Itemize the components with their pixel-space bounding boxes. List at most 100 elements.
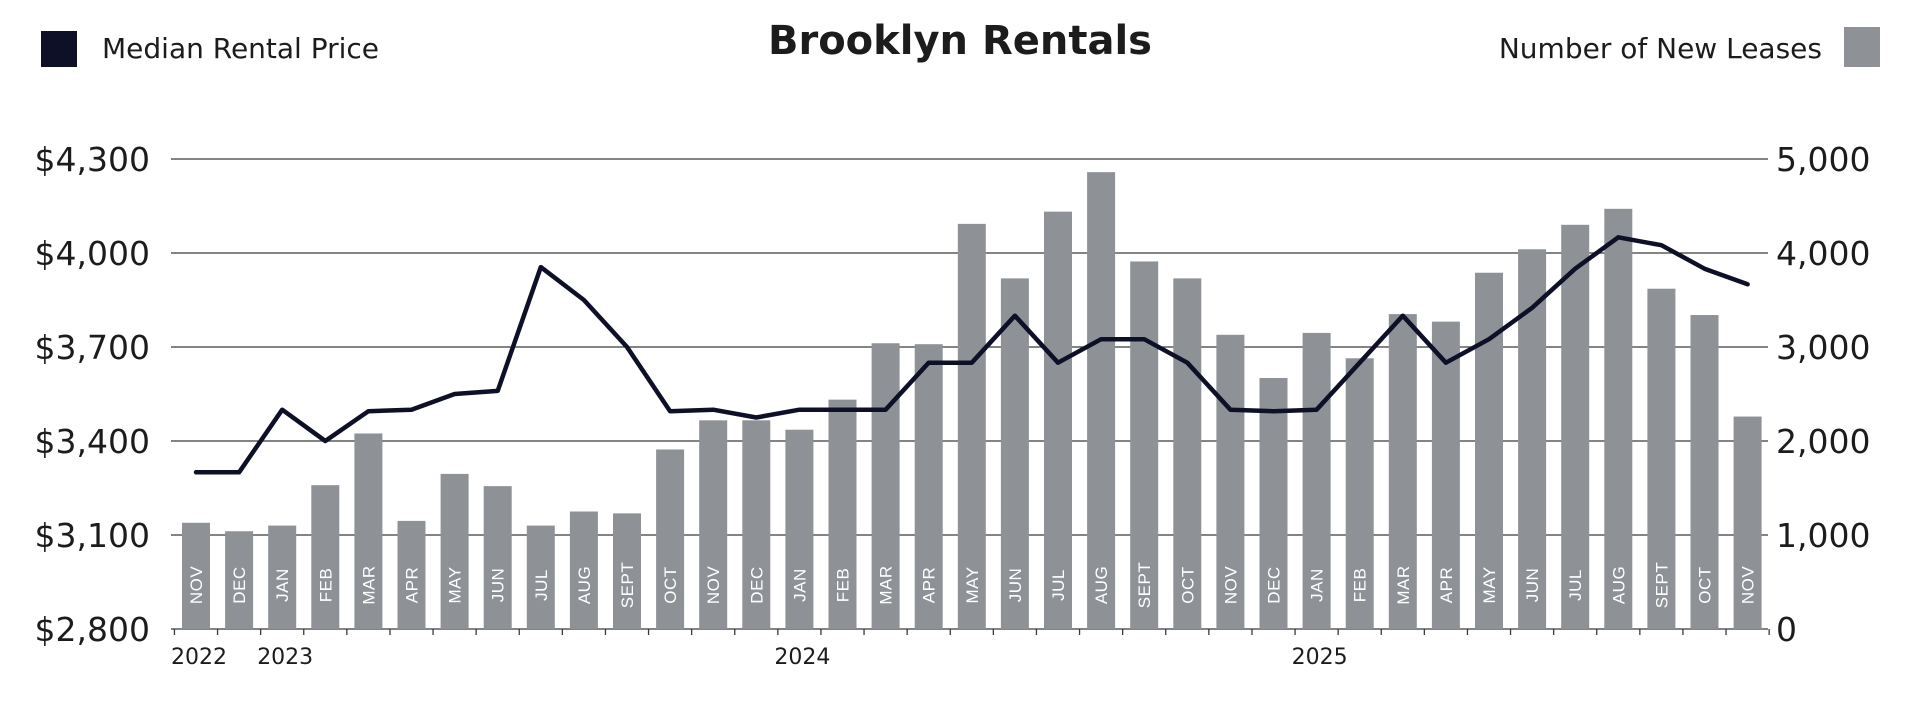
month-label: JUN bbox=[489, 568, 508, 603]
median-price-point bbox=[885, 409, 887, 411]
lease-bar bbox=[613, 513, 641, 629]
median-price-point bbox=[1574, 268, 1576, 270]
month-label: MAY bbox=[1480, 566, 1499, 603]
month-label: MAY bbox=[446, 566, 465, 603]
month-label: OCT bbox=[1696, 566, 1715, 603]
lease-bar bbox=[483, 486, 512, 629]
median-price-point bbox=[497, 390, 499, 392]
lease-bar bbox=[1130, 261, 1159, 629]
median-price-point bbox=[1057, 362, 1059, 364]
month-label: NOV bbox=[187, 566, 206, 605]
median-price-point bbox=[367, 410, 369, 412]
month-label: MAR bbox=[877, 565, 896, 604]
month-label: MAY bbox=[963, 566, 982, 603]
median-price-point bbox=[454, 393, 456, 395]
y-right-tick-label: 2,000 bbox=[1776, 422, 1870, 461]
month-label: OCT bbox=[661, 566, 680, 603]
month-label: FEB bbox=[834, 568, 853, 603]
median-price-point bbox=[1660, 244, 1662, 246]
median-price-point bbox=[842, 409, 843, 411]
legend-line-swatch bbox=[41, 31, 77, 67]
median-price-point bbox=[1229, 409, 1231, 411]
y-left-tick-label: $3,400 bbox=[35, 422, 150, 461]
y-right-tick-label: 5,000 bbox=[1776, 140, 1870, 179]
month-label: OCT bbox=[1178, 566, 1197, 603]
line-layer bbox=[193, 235, 1750, 475]
median-price-point bbox=[1014, 315, 1016, 317]
lease-bar bbox=[1173, 278, 1202, 629]
median-price-point bbox=[324, 440, 326, 442]
y-right-tick-label: 1,000 bbox=[1776, 516, 1870, 555]
lease-bar bbox=[268, 525, 297, 629]
median-price-point bbox=[1186, 362, 1188, 364]
lease-bar bbox=[397, 520, 426, 629]
lease-bar bbox=[225, 531, 254, 629]
median-price-point bbox=[583, 299, 585, 301]
lease-bar bbox=[1388, 314, 1417, 629]
month-label: SEPT bbox=[1135, 562, 1154, 608]
month-label: JAN bbox=[1308, 568, 1327, 602]
month-label: JUL bbox=[1049, 569, 1068, 601]
lease-bar bbox=[182, 522, 210, 629]
lease-bar bbox=[914, 344, 943, 629]
median-price-point bbox=[1273, 410, 1274, 412]
month-label: DEC bbox=[747, 566, 766, 603]
y-left-tick-label: $4,300 bbox=[35, 140, 150, 179]
month-label: FEB bbox=[1351, 568, 1370, 603]
y-right-tick-label: 3,000 bbox=[1776, 328, 1870, 367]
lease-bar bbox=[785, 429, 814, 629]
lease-bar bbox=[742, 420, 771, 629]
lease-bar bbox=[699, 420, 728, 629]
month-label: MAR bbox=[359, 565, 378, 604]
month-label: FEB bbox=[316, 568, 335, 603]
median-price-point bbox=[281, 409, 283, 411]
y-left-tick-label: $4,000 bbox=[35, 234, 150, 273]
lease-bar bbox=[440, 473, 469, 629]
lease-bar bbox=[1561, 224, 1590, 630]
month-label: DEC bbox=[1265, 566, 1284, 603]
lease-bar bbox=[957, 223, 986, 630]
median-price-point bbox=[928, 362, 930, 364]
lease-bar bbox=[1000, 278, 1029, 629]
median-price-point bbox=[1100, 338, 1102, 340]
median-price-point bbox=[540, 266, 542, 268]
month-label: NOV bbox=[704, 566, 723, 605]
month-label: APR bbox=[920, 567, 939, 603]
month-label: DEC bbox=[230, 566, 249, 603]
median-price-point bbox=[712, 409, 714, 411]
median-price-point bbox=[1617, 236, 1619, 238]
lease-bar bbox=[656, 449, 685, 629]
month-label: JUN bbox=[1006, 568, 1025, 603]
month-label: AUG bbox=[1609, 566, 1628, 604]
lease-bar bbox=[311, 485, 340, 629]
month-label: NOV bbox=[1739, 566, 1758, 605]
month-label: JUL bbox=[532, 569, 551, 601]
year-label: 2023 bbox=[257, 645, 313, 670]
lease-bar bbox=[871, 343, 900, 629]
lease-bar bbox=[354, 433, 383, 629]
median-price-point bbox=[1316, 409, 1318, 411]
y-right-tick-label: 4,000 bbox=[1776, 234, 1870, 273]
lease-bar bbox=[1259, 378, 1288, 629]
y-left-tick-label: $2,800 bbox=[35, 610, 150, 649]
median-price-point bbox=[971, 362, 973, 364]
lease-bar bbox=[1044, 211, 1072, 629]
median-price-point bbox=[1488, 338, 1490, 340]
month-label: APR bbox=[403, 567, 422, 603]
month-label: SEPT bbox=[1652, 562, 1671, 608]
lease-bar bbox=[1431, 321, 1460, 629]
lease-bar bbox=[569, 511, 598, 629]
chart-title: Brooklyn Rentals bbox=[768, 18, 1152, 64]
y-left-tick-label: $3,100 bbox=[35, 516, 150, 555]
month-label: AUG bbox=[575, 566, 594, 604]
median-price-point bbox=[1143, 338, 1145, 340]
median-price-point bbox=[195, 471, 197, 473]
year-label: 2025 bbox=[1292, 645, 1348, 670]
month-label: JAN bbox=[790, 568, 809, 602]
lease-bar bbox=[1604, 208, 1633, 629]
lease-bar bbox=[1345, 358, 1374, 629]
median-price-point bbox=[1445, 362, 1447, 364]
median-price-point bbox=[1747, 283, 1749, 285]
lease-bar bbox=[1216, 334, 1245, 629]
